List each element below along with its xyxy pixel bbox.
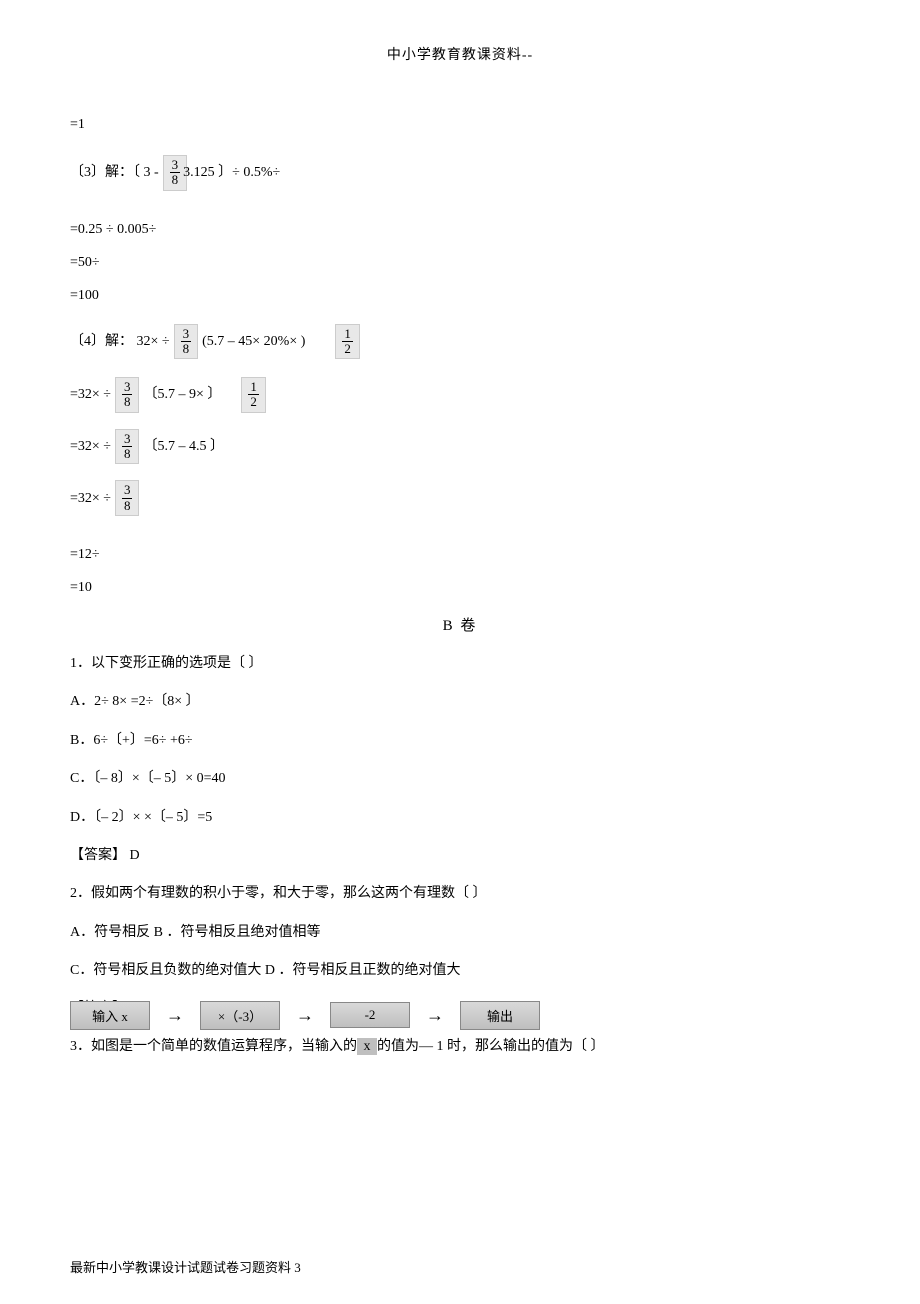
q1-option-a: A．2÷ 8× =2÷〔8× 〕 (70, 691, 850, 713)
eq-line-5: =100 (70, 285, 850, 306)
fraction-numerator: 3 (122, 483, 133, 498)
eq-text: =32× ÷ (70, 384, 111, 405)
fraction-denominator: 8 (122, 447, 133, 461)
fraction-numerator: 3 (122, 432, 133, 447)
flowchart-row: 输入 x → ×（-3） → -2 → 输出 (70, 1001, 850, 1030)
q1-option-b: B．6÷〔+〕=6÷ +6÷ (70, 730, 850, 752)
page-header: 中小学教育教课资料-- (70, 44, 850, 64)
q3-text-b: 的值为— 1 时，那么输出的值为〔 〕 (377, 1039, 605, 1054)
fraction-numerator: 1 (342, 327, 353, 342)
q3-text-a: 3．如图是一个简单的数值运算程序，当输入的 (70, 1039, 357, 1054)
eq-line-10: =12÷ (70, 544, 850, 565)
q1-option-c: C．〔– 8〕×〔– 5〕× 0=40 (70, 768, 850, 790)
eq-text: =32× ÷ (70, 488, 111, 509)
fraction-denominator: 2 (342, 342, 353, 356)
page-footer: 最新中小学教课设计试题试卷习题资料 3 (70, 1257, 301, 1276)
fraction-denominator: 2 (248, 395, 259, 409)
fraction-denominator: 8 (122, 499, 133, 513)
q3-stem: 3．如图是一个简单的数值运算程序，当输入的 x 的值为— 1 时，那么输出的值为… (70, 1036, 850, 1058)
fraction-numerator: 3 (181, 327, 192, 342)
fraction-1-2: 1 2 (335, 324, 360, 360)
fraction-3-8: 3 8 (174, 324, 199, 360)
eq-line-11: =10 (70, 577, 850, 598)
eq-text: =32× ÷ (70, 436, 111, 457)
fraction-3-8: 3 8 (115, 377, 140, 413)
fraction-denominator: 8 (122, 395, 133, 409)
eq-line-4: =50÷ (70, 252, 850, 273)
q2-option-cd: C．符号相反且负数的绝对值大 D ．符号相反且正数的绝对值大 (70, 960, 850, 982)
eq-line-8: =32× ÷ 3 8 〔5.7 – 4.5 〕 (70, 429, 850, 465)
q2-option-ab: A．符号相反 B ．符号相反且绝对值相等 (70, 922, 850, 944)
eq-text: 〔3〕解：〔 3 - (70, 162, 159, 183)
eq-text: (5.7 – 45× 20%× ) (202, 331, 305, 352)
eq-text: 〔4〕解： 32× ÷ (70, 331, 170, 352)
arrow-icon: → (296, 1005, 314, 1026)
eq-line-7: =32× ÷ 3 8 〔5.7 – 9× 〕 1 2 (70, 377, 850, 413)
flow-box-minus2: -2 (330, 1002, 410, 1028)
fraction-numerator: 3 (170, 158, 181, 173)
fraction-denominator: 8 (170, 173, 181, 187)
fraction-denominator: 8 (181, 342, 192, 356)
arrow-icon: → (426, 1005, 444, 1026)
arrow-icon: → (166, 1005, 184, 1026)
fraction-numerator: 1 (248, 380, 259, 395)
fraction-3-8: 3 8 (115, 429, 140, 465)
q1-answer: 【答案】 D (70, 845, 850, 867)
eq-line-6: 〔4〕解： 32× ÷ 3 8 (5.7 – 45× 20%× ) 1 2 (70, 324, 850, 360)
eq-line-9: =32× ÷ 3 8 (70, 480, 850, 516)
flow-box-multiply: ×（-3） (200, 1001, 280, 1030)
q1-option-d: D．〔– 2〕× ×〔– 5〕=5 (70, 807, 850, 829)
eq-text: 〔5.7 – 9× 〕 (143, 384, 221, 405)
eq-line-1: =1 (70, 114, 850, 135)
q2-stem: 2．假如两个有理数的积小于零，和大于零，那么这两个有理数〔 〕 (70, 883, 850, 905)
fraction-1-2: 1 2 (241, 377, 266, 413)
flow-box-input: 输入 x (70, 1001, 150, 1030)
eq-text: 3.125 〕÷ 0.5%÷ (183, 162, 280, 183)
q3-x-highlight: x (357, 1038, 377, 1055)
fraction-3-8: 3 8 (115, 480, 140, 516)
q1-stem: 1．以下变形正确的选项是〔 〕 (70, 653, 850, 675)
fraction-numerator: 3 (122, 380, 133, 395)
eq-line-3: =0.25 ÷ 0.005÷ (70, 219, 850, 240)
section-b-title: B 卷 (70, 614, 850, 635)
flow-box-output: 输出 (460, 1001, 540, 1030)
eq-text: 〔5.7 – 4.5 〕 (143, 436, 224, 457)
eq-line-2: 〔3〕解：〔 3 - 3 8 3.125 〕÷ 0.5%÷ (70, 155, 850, 191)
